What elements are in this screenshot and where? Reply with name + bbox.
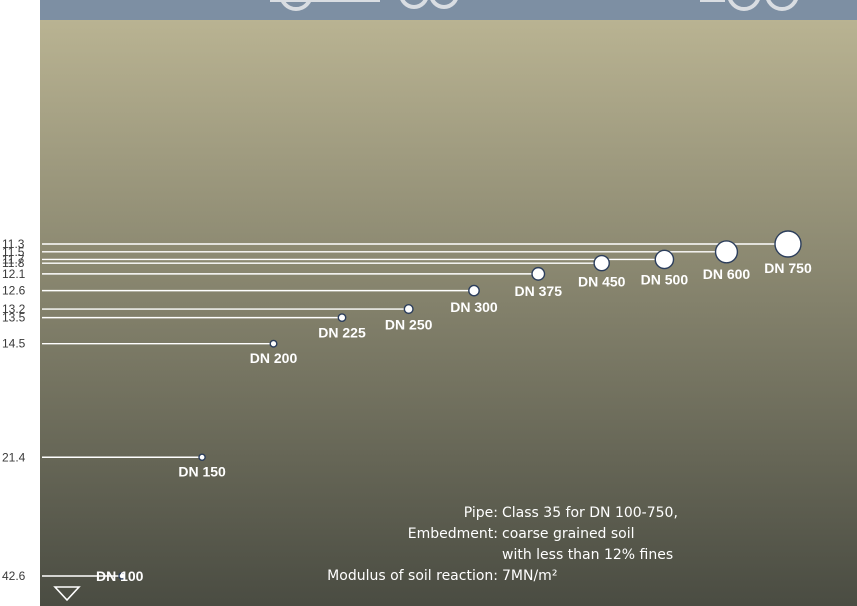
pipe-size-label: DN 450 (578, 274, 626, 290)
pipe-marker (118, 572, 126, 580)
pipe-size-label: DN 200 (250, 350, 298, 366)
y-tick-label: 13.2 (2, 302, 26, 316)
y-tick-label: 11.3 (2, 237, 25, 251)
pipe-marker (593, 254, 610, 272)
y-tick-label: 11.8 (2, 256, 25, 270)
note-embedment-key: Embedment: (408, 526, 498, 542)
y-tick-label: 42.6 (2, 569, 26, 583)
pipe-size-label: DN 225 (318, 324, 366, 340)
pipe-size-label: DN 375 (515, 283, 563, 299)
pipe-size-label: DN 600 (703, 266, 751, 282)
note-modulus-key: Modulus of soil reaction: (327, 568, 498, 584)
y-tick-label: 12.1 (2, 267, 26, 281)
note-embedment-value: coarse grained soil (502, 526, 635, 542)
pipe-marker (337, 313, 347, 323)
pipe-marker (714, 240, 739, 264)
pipe-marker (654, 249, 675, 270)
pipe-size-label: DN 500 (641, 272, 689, 288)
note-fines-value: with less than 12% fines (502, 547, 673, 563)
note-pipe-key: Pipe: (464, 505, 498, 521)
pipe-marker (269, 339, 278, 348)
pipe-marker (531, 266, 546, 281)
note-modulus-value: 7MN/m² (502, 568, 557, 584)
pipe-size-label: DN 750 (764, 260, 812, 276)
pipe-rings-icon (270, 0, 798, 11)
y-tick-label: 11.5 (2, 245, 25, 259)
pipe-size-label: DN 150 (178, 463, 226, 479)
pipe-size-label: DN 250 (385, 316, 433, 332)
y-tick-label: 14.5 (2, 337, 26, 351)
plot-background (40, 20, 857, 606)
pipe-size-label: DN 100 (96, 568, 144, 584)
pipe-size-label: DN 300 (450, 299, 498, 315)
triangle-down-icon (53, 586, 81, 602)
y-tick-label: 12.6 (2, 284, 26, 298)
y-tick-label: 21.4 (2, 450, 26, 464)
pipe-marker (774, 230, 802, 258)
header-bar (40, 0, 857, 20)
notes-block: Pipe: Class 35 for DN 100-750, Embedment… (327, 505, 678, 584)
y-tick-label: 11.7 (2, 252, 25, 266)
y-tick-label: 13.5 (2, 311, 26, 325)
note-pipe-value: Class 35 for DN 100-750, (502, 505, 678, 521)
pipe-marker (403, 304, 414, 315)
pipe-marker (468, 284, 480, 297)
pipe-marker (198, 453, 206, 462)
